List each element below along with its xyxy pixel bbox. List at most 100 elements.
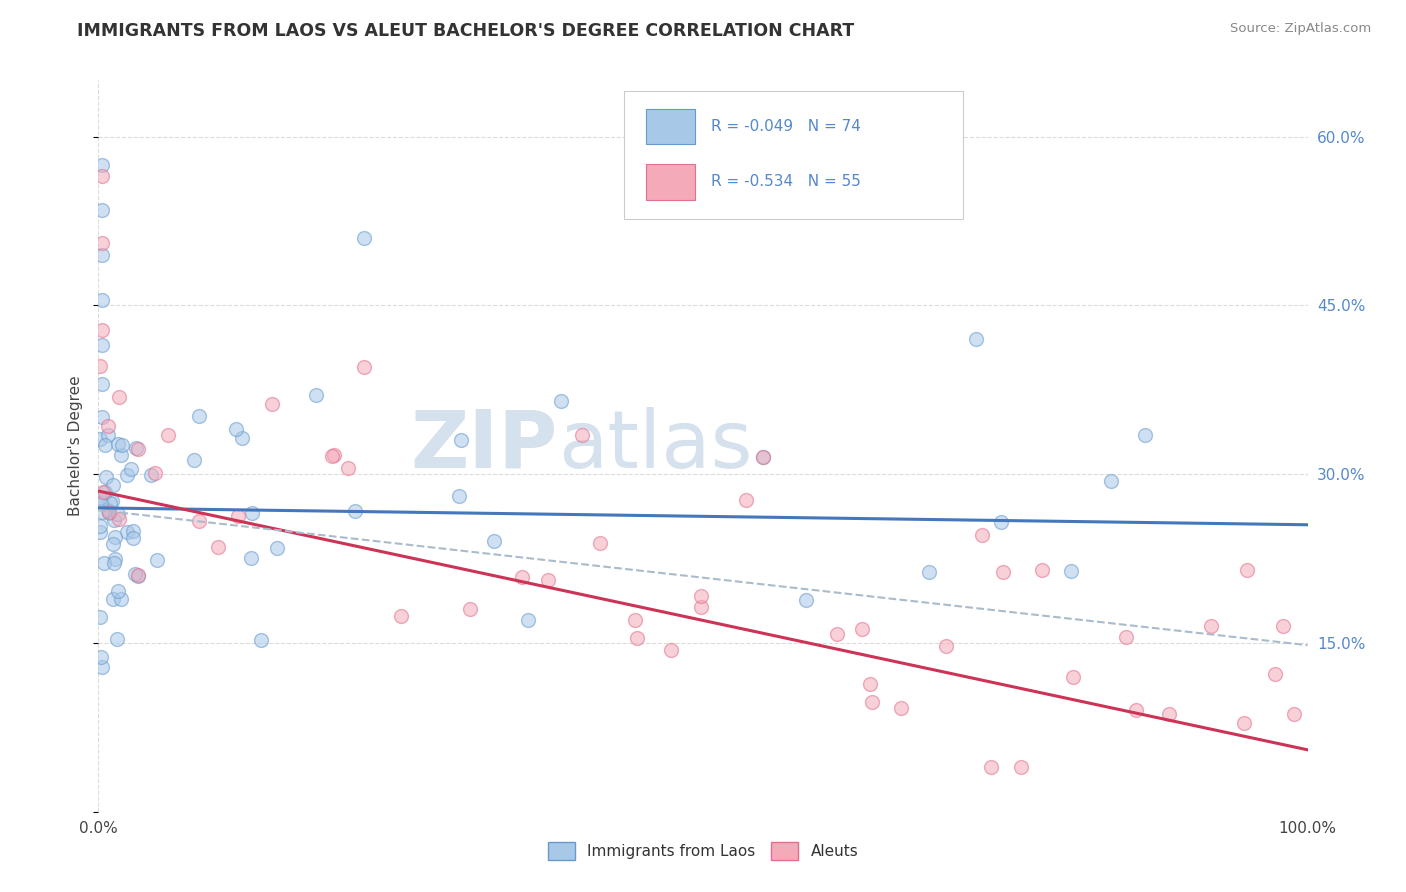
- Point: [89, 609, 111, 624]
- Point: [105, 632, 128, 646]
- Point: [450, 434, 472, 448]
- Point: [90, 410, 112, 425]
- Point: [991, 565, 1014, 579]
- Point: [1059, 565, 1081, 579]
- Point: [623, 613, 645, 627]
- Point: [1233, 715, 1256, 730]
- Point: [752, 450, 775, 465]
- Point: [517, 613, 540, 627]
- Point: [146, 553, 169, 567]
- Point: [240, 506, 263, 520]
- Point: [91, 236, 114, 251]
- Point: [103, 556, 125, 570]
- Point: [589, 536, 612, 550]
- Point: [447, 489, 470, 503]
- Point: [1115, 630, 1137, 644]
- Point: [91, 484, 114, 499]
- Point: [103, 478, 125, 492]
- Point: [101, 591, 124, 606]
- Point: [91, 505, 114, 519]
- Point: [121, 531, 143, 545]
- Text: R = -0.049   N = 74: R = -0.049 N = 74: [711, 119, 862, 134]
- Text: IMMIGRANTS FROM LAOS VS ALEUT BACHELOR'S DEGREE CORRELATION CHART: IMMIGRANTS FROM LAOS VS ALEUT BACHELOR'S…: [77, 22, 855, 40]
- Point: [980, 760, 1002, 774]
- Legend: Immigrants from Laos, Aleuts: Immigrants from Laos, Aleuts: [541, 837, 865, 866]
- Point: [659, 643, 682, 657]
- Point: [104, 530, 127, 544]
- Point: [990, 515, 1012, 529]
- Point: [117, 467, 139, 482]
- Point: [110, 448, 132, 462]
- Point: [98, 505, 121, 519]
- Point: [752, 450, 775, 465]
- Point: [266, 541, 288, 556]
- Point: [97, 428, 120, 442]
- Point: [97, 503, 120, 517]
- Point: [108, 390, 131, 404]
- Point: [101, 494, 124, 508]
- Point: [249, 632, 271, 647]
- Point: [101, 536, 124, 550]
- Point: [389, 609, 412, 624]
- FancyBboxPatch shape: [647, 109, 695, 144]
- Point: [972, 528, 994, 542]
- Point: [690, 599, 713, 614]
- Point: [94, 485, 117, 500]
- Point: [1272, 619, 1295, 633]
- FancyBboxPatch shape: [647, 164, 695, 200]
- Point: [93, 438, 115, 452]
- Point: [860, 695, 883, 709]
- Point: [482, 534, 505, 549]
- Point: [239, 550, 262, 565]
- Point: [108, 512, 131, 526]
- Point: [890, 701, 912, 715]
- Point: [122, 524, 145, 538]
- Point: [89, 491, 111, 505]
- Point: [100, 496, 122, 510]
- Point: [127, 442, 149, 457]
- Point: [458, 602, 481, 616]
- Point: [1125, 703, 1147, 717]
- Point: [143, 467, 166, 481]
- Point: [107, 584, 129, 599]
- Text: Source: ZipAtlas.com: Source: ZipAtlas.com: [1230, 22, 1371, 36]
- Point: [322, 448, 344, 462]
- Point: [120, 462, 142, 476]
- Point: [537, 574, 560, 588]
- Point: [851, 622, 873, 636]
- Point: [690, 589, 713, 603]
- FancyBboxPatch shape: [624, 91, 963, 219]
- Text: atlas: atlas: [558, 407, 752, 485]
- Y-axis label: Bachelor's Degree: Bachelor's Degree: [67, 376, 83, 516]
- Point: [125, 441, 148, 455]
- Point: [353, 360, 375, 375]
- Point: [110, 591, 132, 606]
- Point: [231, 431, 253, 445]
- Point: [735, 493, 758, 508]
- Point: [1199, 619, 1222, 633]
- Point: [91, 337, 114, 351]
- Point: [226, 509, 249, 524]
- Point: [91, 322, 114, 336]
- Point: [260, 396, 283, 410]
- Point: [89, 519, 111, 533]
- Point: [91, 158, 114, 172]
- Point: [550, 394, 572, 409]
- Text: ZIP: ZIP: [411, 407, 558, 485]
- Point: [91, 293, 114, 307]
- Point: [127, 568, 149, 582]
- Point: [141, 467, 163, 482]
- Point: [96, 469, 118, 483]
- Point: [626, 631, 648, 645]
- Point: [187, 409, 209, 424]
- Point: [571, 427, 593, 442]
- Point: [825, 627, 848, 641]
- Point: [107, 507, 129, 521]
- Point: [103, 513, 125, 527]
- Point: [90, 496, 112, 510]
- Point: [1135, 428, 1157, 442]
- Point: [127, 568, 149, 582]
- Point: [91, 248, 114, 262]
- Point: [344, 504, 367, 518]
- Point: [1031, 563, 1053, 577]
